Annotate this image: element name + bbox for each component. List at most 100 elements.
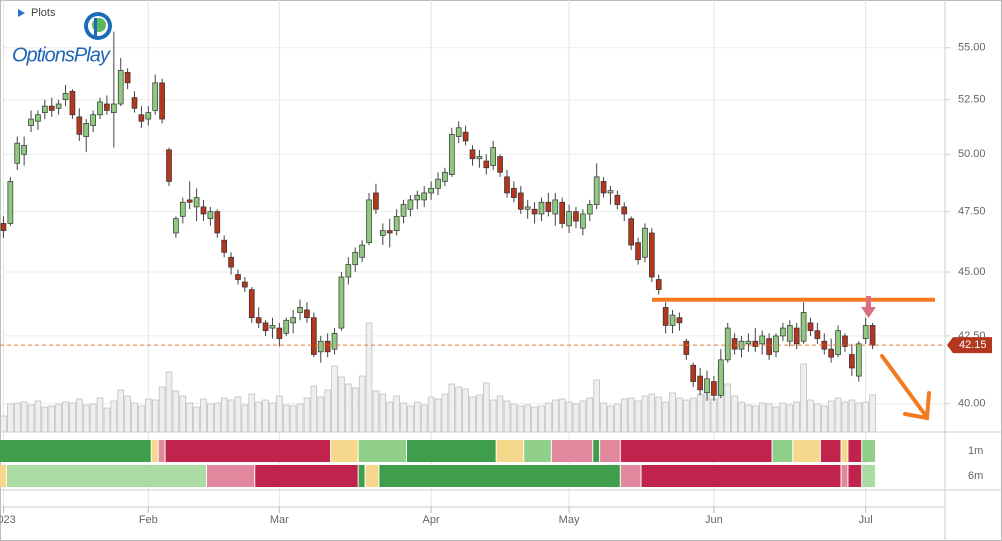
- volume-bar: [20, 401, 28, 433]
- volume-bar: [358, 375, 366, 433]
- candle-body: [235, 274, 241, 280]
- candle-body: [704, 378, 710, 393]
- candle-body: [745, 340, 752, 345]
- trend-arrow: [880, 354, 931, 421]
- heatmap-cell: [165, 440, 331, 462]
- volume-bar: [420, 404, 428, 433]
- volume-bar: [745, 404, 752, 433]
- candle-body: [462, 131, 469, 142]
- volume-bar: [269, 402, 276, 433]
- volume-bar: [855, 402, 863, 433]
- volume-bar: [220, 397, 228, 433]
- heatmap-cell: [848, 440, 862, 462]
- volume-bar: [572, 403, 580, 433]
- logo: [84, 12, 112, 40]
- x-tick-label: May: [559, 514, 580, 526]
- candle-body: [511, 187, 517, 198]
- volume-bar: [676, 397, 683, 433]
- volume-bar: [317, 396, 324, 433]
- candle-body: [228, 256, 234, 268]
- heatmap-cell: [551, 440, 593, 462]
- candle-body: [455, 127, 462, 137]
- volume-bar: [324, 389, 331, 433]
- candle-body: [580, 213, 586, 229]
- volume-bar: [34, 400, 42, 433]
- volume-bar: [841, 401, 849, 433]
- candle-body: [352, 251, 359, 265]
- candle-body: [7, 181, 14, 224]
- candle-body: [469, 149, 476, 160]
- heatmap-cell: [772, 440, 793, 462]
- candle-body: [200, 206, 207, 215]
- heatmap-cell: [848, 465, 862, 487]
- volume-bar: [289, 405, 297, 433]
- volume-bar: [151, 399, 159, 433]
- volume-bar: [827, 400, 835, 433]
- candle-body: [828, 348, 835, 358]
- heatmap-cell: [620, 465, 641, 487]
- expand-icon[interactable]: [18, 9, 25, 17]
- candle-body: [724, 327, 731, 361]
- volume-bar: [758, 402, 766, 433]
- volume-bar: [69, 402, 76, 433]
- volume-bar: [158, 386, 166, 433]
- volume-bar: [793, 401, 800, 433]
- volume-bar: [96, 397, 104, 433]
- candle-body: [193, 197, 200, 208]
- candle-body: [379, 230, 386, 236]
- candle-body: [386, 230, 393, 234]
- candle-body: [552, 199, 559, 215]
- volume-bar: [593, 379, 600, 433]
- heatmap-cell: [406, 440, 496, 462]
- volume-bar: [731, 395, 738, 433]
- volume-bar: [696, 393, 704, 433]
- candle-body: [421, 192, 428, 201]
- candle-body: [35, 114, 41, 122]
- candle-body: [366, 199, 372, 243]
- candle-body: [393, 215, 400, 231]
- volume-bar: [427, 396, 435, 433]
- candle-body: [614, 194, 621, 205]
- heatmap-cell: [620, 440, 772, 462]
- price-tag-label: 42.15: [959, 339, 987, 351]
- candle-body: [173, 218, 179, 234]
- candle-body: [269, 325, 276, 329]
- candle-body: [448, 133, 455, 175]
- volume-bar: [862, 401, 869, 433]
- candle-body: [800, 312, 807, 342]
- candle-body: [517, 192, 524, 210]
- volume-bar: [586, 397, 594, 433]
- heatmap-cell: [600, 440, 620, 462]
- volume-bar: [276, 395, 283, 433]
- candle-body: [55, 103, 62, 109]
- candle-body: [407, 199, 414, 210]
- candle-body: [338, 276, 345, 329]
- candle-body: [538, 201, 545, 215]
- volume-bar: [179, 395, 187, 433]
- volume-bar: [255, 401, 262, 433]
- volume-bar: [379, 393, 387, 433]
- volume-bar: [621, 398, 628, 433]
- volume-bar: [848, 399, 856, 433]
- candle-body: [531, 208, 538, 215]
- candle-body: [76, 116, 83, 135]
- signal-arrow: [861, 296, 876, 318]
- candle-body: [786, 325, 793, 342]
- volume-bar: [455, 386, 462, 433]
- candle-body: [110, 103, 117, 113]
- volume-bar: [669, 392, 676, 433]
- volume-bar: [683, 399, 690, 433]
- candle-body: [345, 264, 352, 278]
- heatmap-cell: [206, 465, 255, 487]
- volume-bar: [545, 402, 552, 433]
- volume-bar: [124, 395, 131, 433]
- heatmap-cell: [841, 465, 848, 487]
- heatmap-cell: [358, 440, 406, 462]
- heatmap-cell: [6, 465, 206, 487]
- volume-bar: [186, 402, 193, 433]
- panel-title[interactable]: Plots: [31, 7, 56, 19]
- volume-bar: [662, 401, 669, 433]
- volume-bar: [489, 399, 497, 433]
- candle-body: [28, 118, 34, 126]
- volume-bar: [558, 398, 566, 433]
